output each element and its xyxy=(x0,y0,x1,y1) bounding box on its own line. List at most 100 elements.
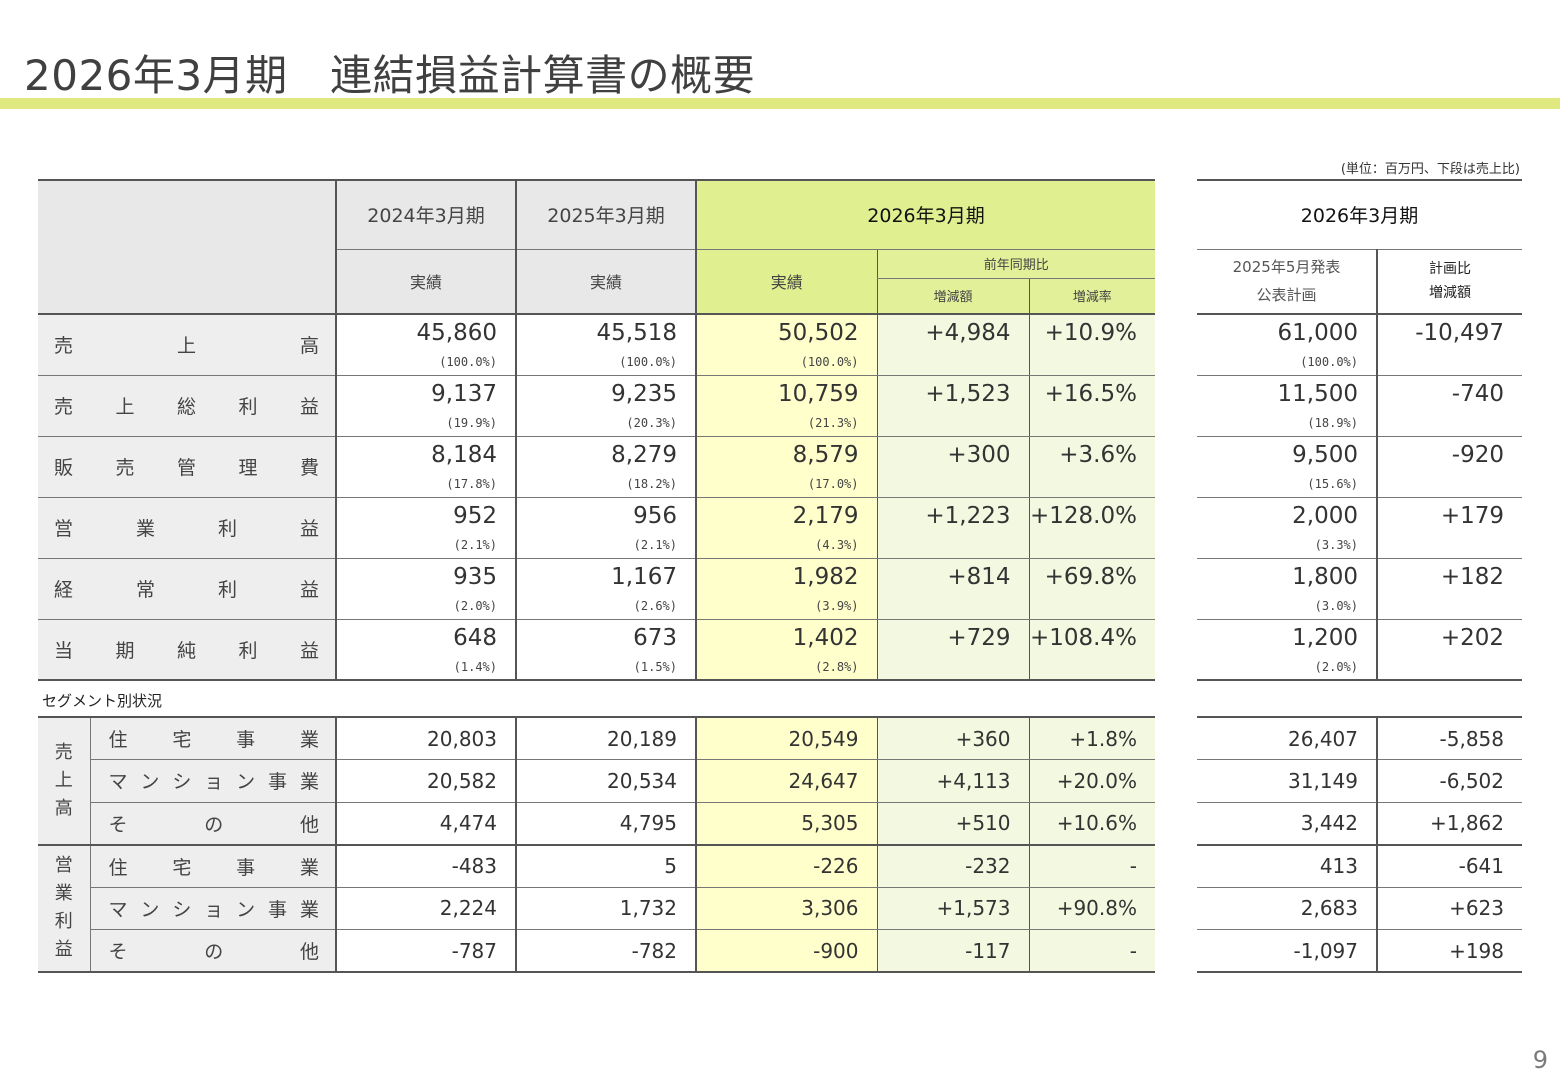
segment-plan-row: -1,097 +198 xyxy=(1197,929,1522,973)
plan-row: 1,200 (2.0%) +202 xyxy=(1197,619,1522,681)
segment-label-char: シ xyxy=(172,771,192,794)
segment-change-amount: +1,573 xyxy=(876,887,1029,930)
page-title: 2026年3月期 連結損益計算書の概要 xyxy=(24,51,756,100)
pl-amount: 935 xyxy=(453,563,497,590)
segment-value-y2026: 20,549 xyxy=(695,716,877,760)
segment-plan-value: 2,683 xyxy=(1197,887,1377,930)
segment-change-amount: -232 xyxy=(876,843,1029,888)
segment-value-y2024: 4,474 xyxy=(335,802,516,846)
pl-change-rate: +16.5% xyxy=(1028,375,1155,437)
pl-amount: 1,982 xyxy=(792,563,859,590)
pl-amount: 9,235 xyxy=(611,380,677,407)
vs-plan-value: -740 xyxy=(1376,375,1522,437)
segment-label-char: 事 xyxy=(268,771,288,794)
segment-label: その他 xyxy=(89,929,336,973)
segment-value-y2026: -226 xyxy=(695,843,877,888)
header-actual-2026: 実績 xyxy=(695,249,877,315)
segment-change-rate: - xyxy=(1028,929,1155,973)
segment-label-char: シ xyxy=(172,898,192,921)
segment-label-char: ョ xyxy=(204,771,224,794)
pl-change-rate: +69.8% xyxy=(1028,558,1155,620)
segment-label: 住宅事業 xyxy=(109,853,320,880)
segment-label: その他 xyxy=(89,802,336,846)
segment-label-char: 業 xyxy=(299,856,319,879)
segment-label: 住宅事業 xyxy=(109,725,320,752)
plan-value: 1,200 (2.0%) xyxy=(1197,619,1377,681)
segment-change-amount: +360 xyxy=(876,716,1029,760)
segment-label-char: ョ xyxy=(204,898,224,921)
plan-header-year: 2026年3月期 xyxy=(1197,179,1522,250)
pl-row: 当 期 純 利 益 648 (1.4%) 673 (1.5%) 1,402 (2.8%) +729 +1… xyxy=(38,619,1155,681)
segment-label-char: の xyxy=(204,941,224,963)
segment-group-char: 業 xyxy=(54,883,73,905)
segment-group-char: 営 xyxy=(54,855,73,877)
segment-label: マンション事業 xyxy=(89,759,336,803)
pl-change-value: +300 xyxy=(947,441,1011,468)
pl-label-char: 売 xyxy=(54,335,74,358)
pl-change-value: +729 xyxy=(947,624,1011,651)
segment-row: マンション事業 2,224 1,732 3,306 +1,573 +90.8% xyxy=(38,887,1155,930)
vs-plan-amount: +179 xyxy=(1440,502,1504,529)
pl-label-char: 売 xyxy=(115,457,135,479)
segment-label-char: マ xyxy=(108,898,128,921)
pl-row-label: 売上高 xyxy=(38,314,336,376)
vs-plan-value: -920 xyxy=(1376,436,1522,498)
segment-label-char: 他 xyxy=(299,813,319,836)
plan-ratio: (2.0%) xyxy=(1314,659,1358,674)
segment-value-y2024: 20,582 xyxy=(335,759,516,803)
pl-change-amount: +1,523 xyxy=(876,375,1029,437)
pl-amount: 2,179 xyxy=(792,502,859,529)
pl-label-char: 純 xyxy=(176,639,196,662)
pl-label-char: 常 xyxy=(135,579,155,601)
plan-header-line1: 2025年5月発表 xyxy=(1232,258,1341,277)
pl-row-label: 売上総利益 xyxy=(38,375,336,437)
segment-value-y2026: 5,305 xyxy=(695,802,877,846)
segment-value-y2025: 1,732 xyxy=(515,887,696,930)
pl-change-amount: +1,223 xyxy=(876,497,1029,559)
segment-label: 住宅事業 xyxy=(89,716,336,760)
pl-rate-value: +108.4% xyxy=(1030,624,1137,651)
pl-label-char: 利 xyxy=(217,579,237,601)
segment-group-char: 上 xyxy=(54,769,73,791)
pl-label-char: 上 xyxy=(115,396,135,418)
pl-label-char: 期 xyxy=(115,639,135,662)
pl-label-char: 業 xyxy=(135,518,155,540)
plan-table: 2026年3月期 2025年5月発表 公表計画 計画比 増減額 61,000 (1… xyxy=(1197,179,1522,681)
pl-value-y2026: 10,759 (21.3%) xyxy=(695,375,877,437)
segment-group-label: 営業利益 xyxy=(38,843,90,973)
segment-table: 売上高住宅事業 20,803 20,189 20,549 +360 +1.8% マンション事… xyxy=(38,716,1155,973)
pl-amount: 648 xyxy=(453,624,497,651)
plan-row: 11,500 (18.9%) -740 xyxy=(1197,375,1522,437)
pl-change-rate: +3.6% xyxy=(1028,436,1155,498)
segment-label-char: 業 xyxy=(299,771,319,794)
segment-change-rate: +90.8% xyxy=(1028,887,1155,930)
segment-plan-value: 413 xyxy=(1197,843,1377,888)
header-actual-2024: 実績 xyxy=(335,249,516,315)
pl-amount: 50,502 xyxy=(778,320,859,346)
pl-amount: 45,518 xyxy=(596,320,677,346)
pl-label: 売上高 xyxy=(54,331,319,358)
plan-row: 2,000 (3.3%) +179 xyxy=(1197,497,1522,559)
segment-label: マンション事業 xyxy=(89,887,336,930)
plan-ratio: (100.0%) xyxy=(1300,355,1358,369)
segment-change-amount: -117 xyxy=(876,929,1029,973)
pl-rate-value: +128.0% xyxy=(1030,502,1137,529)
vs-plan-amount: -10,497 xyxy=(1415,320,1504,346)
plan-row: 61,000 (100.0%) -10,497 xyxy=(1197,314,1522,376)
pl-amount: 1,402 xyxy=(792,624,859,651)
vs-plan-value: +182 xyxy=(1376,558,1522,620)
vs-plan-amount: -920 xyxy=(1451,441,1504,468)
segment-label-char: 事 xyxy=(268,898,288,921)
segment-change-amount: +510 xyxy=(876,802,1029,846)
header-change-rate: 増減率 xyxy=(1028,278,1155,315)
segment-group-char: 益 xyxy=(54,939,73,961)
pl-ratio: (2.8%) xyxy=(815,659,859,674)
plan-header-published: 2025年5月発表 公表計画 xyxy=(1197,249,1377,315)
segment-plan-row: 2,683 +623 xyxy=(1197,887,1522,930)
segment-change-rate: +10.6% xyxy=(1028,802,1155,846)
segment-value-y2026: 3,306 xyxy=(695,887,877,930)
pl-row-label: 営業利益 xyxy=(38,497,336,559)
segment-value-y2026: -900 xyxy=(695,929,877,973)
pl-amount: 9,137 xyxy=(431,380,497,407)
pl-value-y2024: 8,184 (17.8%) xyxy=(335,436,516,498)
